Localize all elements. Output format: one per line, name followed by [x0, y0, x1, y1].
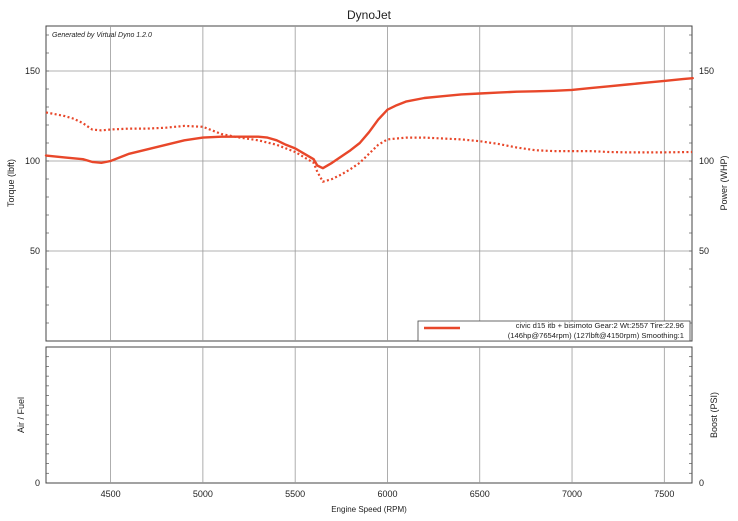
- legend-line-1: civic d15 itb + bisimoto Gear:2 Wt:2557 …: [516, 321, 684, 330]
- bottom-panel-minor-ticks: [46, 356, 692, 474]
- power-tick-label: 100: [699, 156, 714, 166]
- air-fuel-axis-min-label: 0: [35, 478, 40, 488]
- x-tick-label: 5000: [193, 489, 213, 499]
- bottom-panel-grid: [110, 347, 665, 483]
- power-axis-label: Power (WHP): [719, 155, 729, 210]
- torque-axis-ticks: 50 100 150: [25, 66, 40, 256]
- legend: civic d15 itb + bisimoto Gear:2 Wt:2557 …: [417, 320, 691, 342]
- x-tick-label: 7500: [654, 489, 674, 499]
- bottom-panel-frame: [45, 346, 693, 484]
- air-fuel-axis-label: Air / Fuel: [16, 397, 26, 433]
- x-tick-label: 5500: [285, 489, 305, 499]
- x-tick-label: 7000: [562, 489, 582, 499]
- torque-tick-label: 150: [25, 66, 40, 76]
- top-panel-grid: [46, 26, 692, 341]
- top-panel-series: [44, 77, 694, 183]
- torque-tick-label: 50: [30, 246, 40, 256]
- x-axis-label: Engine Speed (RPM): [331, 505, 407, 514]
- torque-tick-label: 100: [25, 156, 40, 166]
- power-tick-label: 50: [699, 246, 709, 256]
- boost-axis-label: Boost (PSI): [709, 392, 719, 438]
- power-axis-ticks: 50 100 150: [699, 66, 714, 256]
- power-tick-label: 150: [699, 66, 714, 76]
- legend-line-2: (146hp@7654rpm) (127lbft@4150rpm) Smooth…: [508, 331, 684, 340]
- boost-axis-min-label: 0: [699, 478, 704, 488]
- torque-axis-label: Torque (lbft): [6, 159, 16, 207]
- top-panel-frame: [45, 25, 693, 342]
- power-series-line: [44, 77, 694, 170]
- torque-series-line: [45, 111, 693, 183]
- chart-title: DynoJet: [347, 8, 392, 22]
- watermark: Generated by Virtual Dyno 1.2.0: [52, 32, 152, 39]
- x-tick-label: 6500: [470, 489, 490, 499]
- legend-box: [417, 320, 691, 342]
- x-tick-label: 4500: [101, 489, 121, 499]
- x-tick-label: 6000: [377, 489, 397, 499]
- x-axis-ticks: 4500 5000 5500 6000 6500 7000 7500: [101, 489, 675, 499]
